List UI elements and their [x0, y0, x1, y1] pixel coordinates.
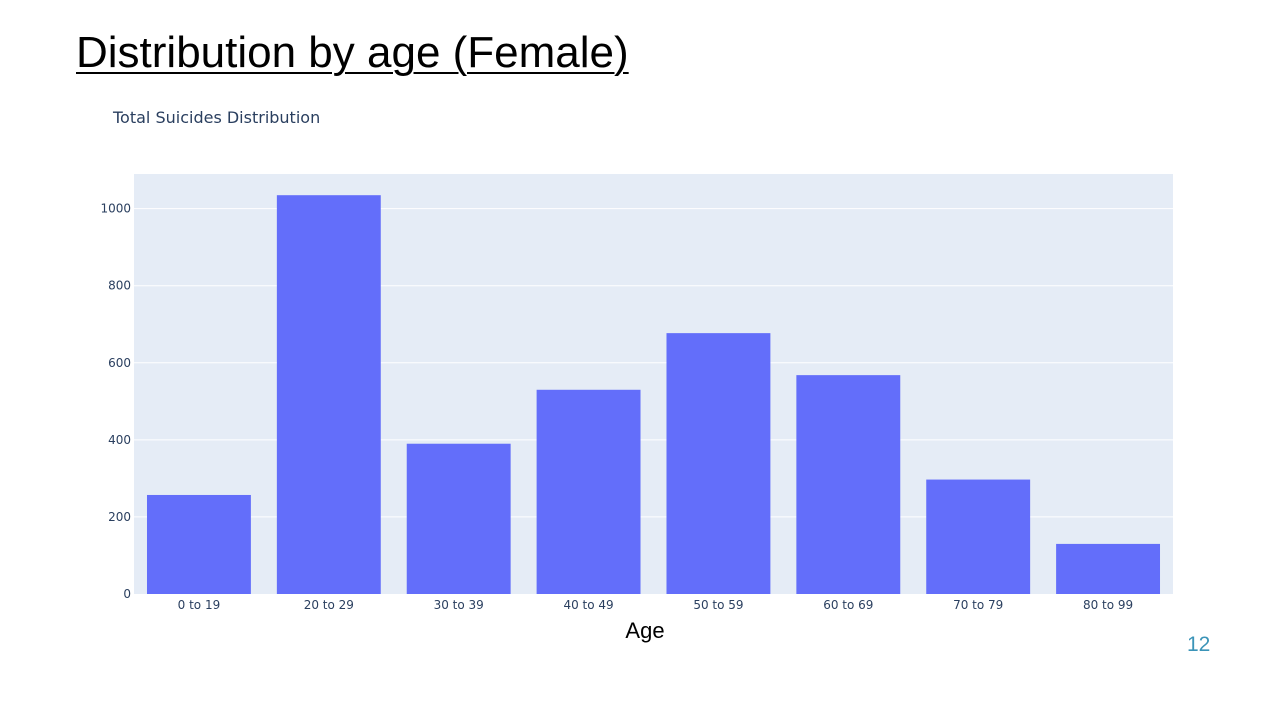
y-tick-label: 400	[108, 433, 131, 447]
x-tick-label: 70 to 79	[953, 598, 1003, 612]
y-tick-label: 200	[108, 510, 131, 524]
y-axis-ticks: 0 200 400 600 800 1000	[100, 202, 131, 601]
y-tick-label: 1000	[100, 202, 131, 216]
x-tick-label: 40 to 49	[563, 598, 613, 612]
bar-50-to-59[interactable]	[666, 333, 771, 594]
x-tick-label: 30 to 39	[434, 598, 484, 612]
x-tick-label: 20 to 29	[304, 598, 354, 612]
page-number: 12	[1187, 633, 1211, 656]
bars	[146, 195, 1161, 594]
x-tick-label: 80 to 99	[1083, 598, 1133, 612]
bar-30-to-39[interactable]	[406, 443, 511, 594]
x-tick-label: 0 to 19	[178, 598, 221, 612]
y-tick-label: 0	[123, 587, 131, 601]
y-tick-label: 800	[108, 279, 131, 293]
x-tick-label: 60 to 69	[823, 598, 873, 612]
x-axis-label: Age	[625, 618, 665, 643]
bar-20-to-29[interactable]	[276, 195, 381, 594]
x-axis-ticks: 0 to 19 20 to 29 30 to 39 40 to 49 50 to 59 6…	[178, 598, 1134, 612]
bar-70-to-79[interactable]	[926, 479, 1031, 594]
bar-80-to-99[interactable]	[1056, 543, 1161, 594]
chart-title: Total Suicides Distribution	[113, 108, 321, 127]
y-tick-label: 600	[108, 356, 131, 370]
slide-title: Distribution by age (Female)	[76, 28, 629, 77]
bar-60-to-69[interactable]	[796, 375, 901, 594]
bar-0-to-19[interactable]	[146, 494, 251, 594]
bar-40-to-49[interactable]	[536, 389, 641, 594]
x-tick-label: 50 to 59	[693, 598, 743, 612]
